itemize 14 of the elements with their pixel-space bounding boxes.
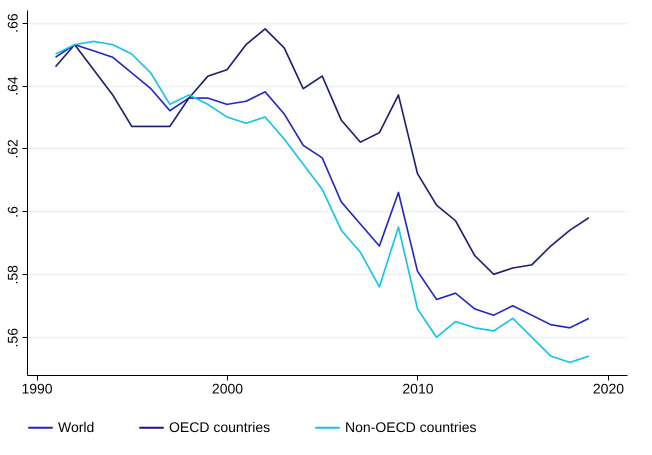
legend-label: World — [58, 418, 94, 435]
legend-label: OECD countries — [169, 418, 270, 435]
y-tick-label: .66 — [4, 13, 20, 33]
y-tick-label: .62 — [4, 139, 20, 159]
y-tick-label: .56 — [4, 328, 20, 348]
x-tick-label: 2020 — [592, 380, 624, 396]
legend-label: Non-OECD countries — [345, 418, 476, 435]
x-tick-label: 2000 — [212, 380, 244, 396]
line-series — [54, 28, 590, 276]
y-tick-label: .58 — [4, 264, 20, 285]
y-tick-label: .6 — [4, 206, 20, 218]
y-tick-label: .64 — [4, 76, 20, 96]
x-tick-label: 1990 — [21, 380, 53, 396]
x-tick-label: 2010 — [402, 380, 434, 396]
